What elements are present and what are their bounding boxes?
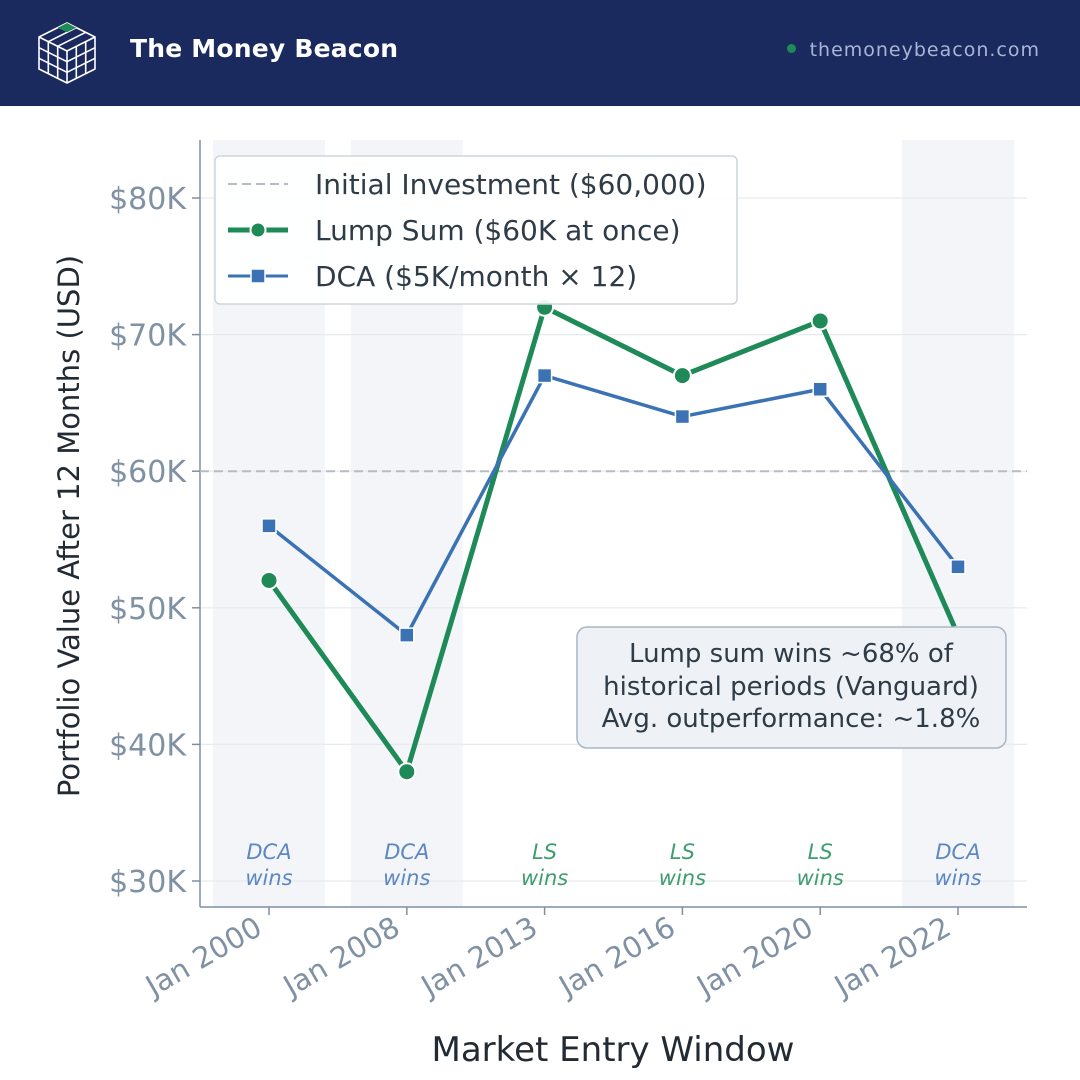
y-tick-label: $50K	[109, 592, 187, 627]
winner-label: LS	[808, 840, 833, 864]
legend-reference-label: Initial Investment ($60,000)	[315, 168, 707, 201]
site-url-text: themoneybeacon.com	[809, 39, 1040, 61]
x-tick-label: Jan 2008	[276, 910, 405, 1004]
dca-point	[950, 559, 966, 575]
series-line-lump-sum	[266, 304, 961, 775]
winner-label: wins	[521, 866, 568, 890]
winner-label: wins	[934, 866, 981, 890]
annotation-line-1: Lump sum wins ~68% of	[629, 639, 954, 669]
winner-label: LS	[670, 840, 695, 864]
legend-dca-marker	[250, 268, 266, 284]
legend-frame	[214, 155, 738, 305]
y-tick-label: $40K	[109, 728, 187, 763]
winner-label: wins	[659, 866, 706, 890]
legend: Initial Investment ($60,000) Lump Sum ($…	[214, 155, 738, 305]
annotation-line-2: historical periods (Vanguard)	[603, 672, 979, 702]
annotation-line-3: Avg. outperformance: ~1.8%	[602, 704, 981, 734]
lump-sum-point	[810, 311, 830, 331]
dca-point	[261, 518, 277, 534]
header-bar: The Money Beacon themoneybeacon.com	[0, 0, 1080, 106]
series-line-dca	[267, 373, 960, 637]
lump-sum-point	[397, 762, 417, 782]
winner-label: wins	[245, 866, 292, 890]
annotation-box: Lump sum wins ~68% of historical periods…	[576, 626, 1007, 749]
site-url[interactable]: themoneybeacon.com	[786, 39, 1040, 61]
winner-label: DCA	[246, 840, 291, 864]
legend-lump-sum-marker	[249, 221, 267, 239]
annotation-background	[576, 626, 1007, 749]
x-tick-label: Jan 2013	[414, 910, 543, 1004]
y-axis-label: Portfolio Value After 12 Months (USD)	[52, 255, 86, 797]
x-tick-label: Jan 2000	[138, 910, 267, 1004]
status-dot-icon	[786, 44, 796, 53]
winner-label: wins	[383, 866, 430, 890]
lump-sum-point	[259, 570, 279, 590]
dca-point	[674, 408, 691, 425]
dca-point	[812, 381, 828, 397]
y-tick-label: $70K	[109, 319, 187, 354]
dca-point	[536, 367, 553, 384]
winner-label: wins	[797, 866, 844, 890]
winner-band-5	[902, 140, 1014, 907]
y-tick-label: $30K	[109, 865, 187, 900]
x-tick-label: Jan 2022	[827, 910, 956, 1004]
winner-label: LS	[532, 840, 557, 864]
winner-label: DCA	[935, 840, 980, 864]
y-tick-label: $60K	[109, 455, 187, 490]
y-tick-label: $80K	[109, 182, 187, 217]
x-axis-label: Market Entry Window	[431, 1030, 794, 1070]
x-tick-label: Jan 2016	[552, 910, 681, 1004]
brand-name: The Money Beacon	[130, 34, 399, 63]
legend-lump-sum-label: Lump Sum ($60K at once)	[315, 214, 681, 247]
y-axis-ticks: $30K $40K $50K $60K $70K $80K	[109, 182, 200, 900]
x-tick-label: Jan 2020	[689, 910, 818, 1004]
chart: $30K $40K $50K $60K $70K $80K Jan 2000 Jan 200…	[52, 140, 1027, 1070]
lump-sum-point	[672, 366, 692, 386]
legend-dca-label: DCA ($5K/month × 12)	[315, 260, 637, 293]
winner-label: DCA	[384, 840, 429, 864]
dca-point	[399, 627, 415, 643]
cube-grid-icon	[38, 22, 96, 84]
x-axis-ticks: Jan 2000 Jan 2008 Jan 2013 Jan 2016 Jan 2020…	[138, 907, 959, 1004]
